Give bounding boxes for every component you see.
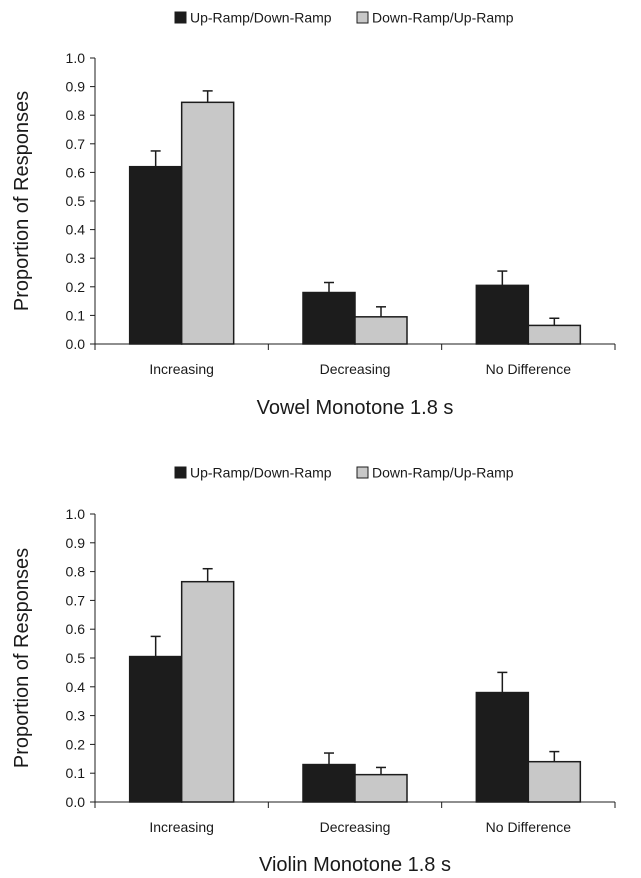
y-tick-label: 0.6 xyxy=(66,621,86,637)
bar-1 xyxy=(475,284,530,345)
y-tick-label: 0.3 xyxy=(66,250,86,266)
legend-swatch xyxy=(356,11,369,24)
y-tick-label: 0.7 xyxy=(66,592,86,608)
chart-panel-1: Up-Ramp/Down-Ramp Down-Ramp/Up-Ramp 0.0 0.1… xyxy=(11,10,616,419)
x-axis-title: Vowel Monotone 1.8 s xyxy=(257,397,454,419)
x-tick-label: Decreasing xyxy=(320,819,391,835)
x-tick-label: No Difference xyxy=(486,819,572,835)
bar-2 xyxy=(180,101,235,345)
x-axis-title: Violin Monotone 1.8 s xyxy=(259,854,451,876)
legend-label: Up-Ramp/Down-Ramp xyxy=(190,10,332,26)
x-tick-label: No Difference xyxy=(486,361,572,377)
bar-1 xyxy=(302,291,356,345)
y-axis-title: Proportion of Responses xyxy=(11,91,33,311)
y-tick-label: 0.0 xyxy=(66,794,86,810)
legend-swatch xyxy=(174,11,187,24)
y-tick-label: 1.0 xyxy=(66,50,86,66)
bar-1 xyxy=(128,655,183,803)
y-tick-label: 0.2 xyxy=(66,279,86,295)
legend-label: Down-Ramp/Up-Ramp xyxy=(372,10,514,26)
bar-1 xyxy=(302,763,356,803)
bar-1 xyxy=(128,165,183,345)
x-tick-label: Increasing xyxy=(149,361,214,377)
bar-2 xyxy=(354,773,408,803)
y-tick-label: 0.5 xyxy=(66,193,86,209)
y-tick-label: 0.2 xyxy=(66,736,86,752)
bar-2 xyxy=(527,760,582,803)
legend-label: Up-Ramp/Down-Ramp xyxy=(190,465,332,481)
x-tick-label: Increasing xyxy=(149,819,214,835)
legend: Up-Ramp/Down-Ramp Down-Ramp/Up-Ramp xyxy=(174,465,514,481)
y-tick-label: 0.1 xyxy=(66,765,86,781)
y-tick-label: 1.0 xyxy=(66,506,86,522)
y-tick-label: 0.8 xyxy=(66,107,86,123)
y-axis-title: Proportion of Responses xyxy=(11,548,33,768)
y-tick-label: 0.4 xyxy=(66,222,86,238)
y-tick-label: 0.1 xyxy=(66,307,86,323)
bar-2 xyxy=(527,324,582,345)
y-tick-label: 0.6 xyxy=(66,164,86,180)
y-tick-label: 0.4 xyxy=(66,679,86,695)
y-tick-label: 0.3 xyxy=(66,708,86,724)
y-tick-label: 0.9 xyxy=(66,79,86,95)
legend: Up-Ramp/Down-Ramp Down-Ramp/Up-Ramp xyxy=(174,10,514,26)
bar-1 xyxy=(475,691,530,803)
y-tick-label: 0.9 xyxy=(66,535,86,551)
bar-2 xyxy=(180,580,235,803)
bar-2 xyxy=(354,316,408,345)
y-tick-label: 0.8 xyxy=(66,564,86,580)
x-tick-label: Decreasing xyxy=(320,361,391,377)
y-tick-label: 0.5 xyxy=(66,650,86,666)
chart-panel-2: Up-Ramp/Down-Ramp Down-Ramp/Up-Ramp 0.0 0.1… xyxy=(11,465,616,876)
legend-swatch xyxy=(174,466,187,479)
y-tick-label: 0.7 xyxy=(66,136,86,152)
legend-label: Down-Ramp/Up-Ramp xyxy=(372,465,514,481)
y-tick-label: 0.0 xyxy=(66,336,86,352)
legend-swatch xyxy=(356,466,369,479)
